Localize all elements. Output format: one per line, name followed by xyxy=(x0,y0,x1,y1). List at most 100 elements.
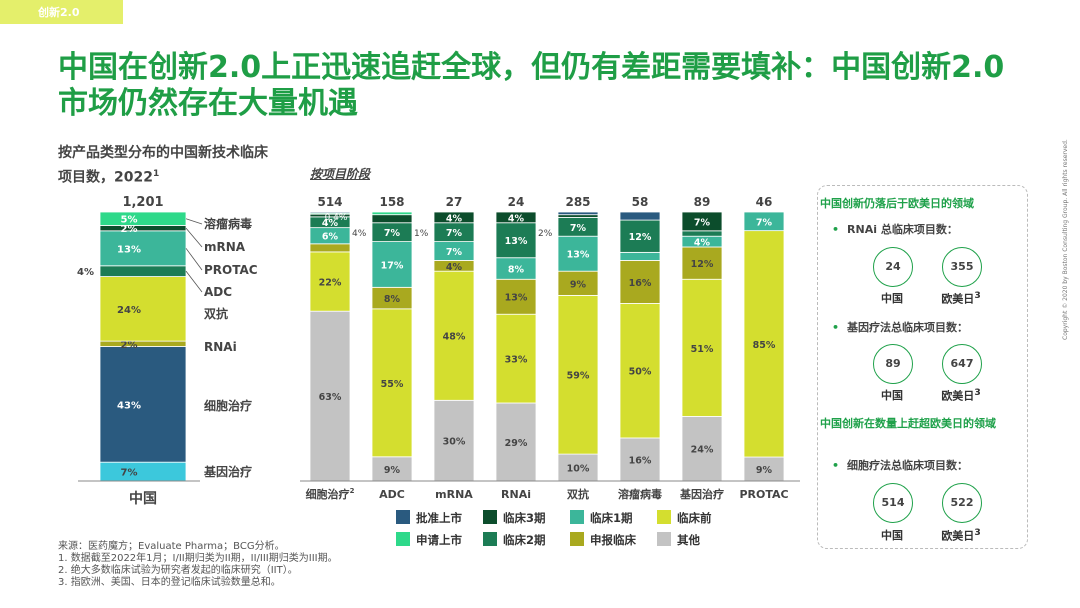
product-label-细胞治疗: 细胞治疗 xyxy=(204,398,252,413)
stage-segment-label: 59% xyxy=(567,371,590,382)
stage-segment-label: 7% xyxy=(570,223,587,234)
stage-segment-label: 4% xyxy=(446,262,463,273)
cell-china-label: 中国 xyxy=(881,529,903,542)
stage-segment-label: 7% xyxy=(756,217,773,228)
stage-segment-label: 12% xyxy=(691,259,714,270)
bar-total-label: 46 xyxy=(756,195,773,209)
stage-segment-临床前 xyxy=(309,251,351,312)
left-chart-title: 按产品类型分布的中国新技术临床项目数，20221 xyxy=(58,145,268,186)
segment-label: 7% xyxy=(121,468,138,479)
stage-segment-label: 13% xyxy=(505,293,528,304)
stage-segment-label: 16% xyxy=(629,278,652,289)
stage-segment-其他 xyxy=(619,437,661,482)
stage-segment-申报临床 xyxy=(309,243,351,253)
legend-label: 临床2期 xyxy=(503,533,546,547)
stage-segment-label: 9% xyxy=(570,279,587,290)
segment-PROTAC xyxy=(99,230,187,267)
stage-segment-临床前 xyxy=(743,230,785,458)
segment-基因治疗 xyxy=(99,461,187,482)
segment-label: 13% xyxy=(117,244,141,255)
stage-segment-label: 4% xyxy=(694,238,711,249)
segment-溶瘤病毒 xyxy=(99,211,187,226)
stage-segment-临床前 xyxy=(619,303,661,439)
product-label-溶瘤病毒: 溶瘤病毒 xyxy=(204,216,252,231)
outside-label: 2% xyxy=(538,229,553,239)
category-sup: 2 xyxy=(350,487,355,495)
stage-segment-临床3期 xyxy=(557,214,599,218)
stage-segment-label: 30% xyxy=(443,437,466,448)
segment-ADC xyxy=(99,265,187,277)
stage-segment-临床前 xyxy=(433,270,475,401)
segment-RNAi xyxy=(99,340,187,347)
stage-segment-label: 7% xyxy=(446,228,463,239)
leader-line xyxy=(185,227,203,248)
legend-swatch-临床2期 xyxy=(483,532,497,546)
legend-swatch-临床前 xyxy=(657,510,671,524)
callout-heading-ahead: 中国创新在数量上赶超欧美日的领域 xyxy=(820,417,996,430)
rnai-count-label: RNAi 总临床项目数： xyxy=(832,221,958,237)
leader-line xyxy=(185,248,203,271)
category-label: 双抗 xyxy=(567,487,589,501)
stage-segment-临床3期 xyxy=(433,211,475,224)
category-label: RNAi xyxy=(501,488,531,501)
product-label-RNAi: RNAi xyxy=(204,340,237,354)
legend-label: 申报临床 xyxy=(590,533,636,547)
stage-segment-label: 63% xyxy=(319,392,342,403)
stage-segment-label: 4% xyxy=(508,213,525,224)
bar-total-label: 24 xyxy=(508,195,525,209)
segment-label: 2% xyxy=(121,224,138,235)
leader-line xyxy=(185,270,203,293)
gene-west-label: 欧美日3 xyxy=(941,387,981,403)
cell-west-count: 522 xyxy=(942,483,982,523)
stage-segment-label: 48% xyxy=(443,332,466,343)
gene-west-count: 647 xyxy=(942,344,982,384)
cell-china-count: 514 xyxy=(873,483,913,523)
stage-segment-其他 xyxy=(371,456,413,482)
segment-label: 2% xyxy=(121,340,138,351)
category-label: 基因治疗 xyxy=(679,487,724,501)
stage-segment-临床1期 xyxy=(743,211,785,232)
stage-segment-label: 29% xyxy=(505,438,528,449)
legend-label: 临床1期 xyxy=(590,511,633,525)
footnote-3: 3. 指欧洲、美国、日本的登记临床试验数量总和。 xyxy=(58,577,281,588)
footnote-2: 2. 绝大多数临床试验为研究者发起的临床研究（IIT）。 xyxy=(58,565,298,576)
stage-segment-label: 51% xyxy=(691,344,714,355)
stage-segment-其他 xyxy=(681,416,723,482)
leader-line xyxy=(185,218,203,225)
rnai-west-count: 355 xyxy=(942,247,982,287)
stage-segment-label: 8% xyxy=(508,264,525,275)
rnai-china-count: 24 xyxy=(873,247,913,287)
legend-label: 申请上市 xyxy=(416,533,462,547)
outside-label: 1% xyxy=(414,229,429,239)
bar-total-label: 285 xyxy=(565,195,590,209)
legend-swatch-申报临床 xyxy=(570,532,584,546)
product-label-ADC: ADC xyxy=(204,285,232,299)
product-label-基因治疗: 基因治疗 xyxy=(203,464,252,479)
stage-segment-label: 13% xyxy=(567,250,590,261)
stage-segment-临床2期 xyxy=(495,222,537,259)
callout-box xyxy=(817,185,1028,549)
stage-segment-label: 13% xyxy=(505,236,528,247)
bar-total-label: 514 xyxy=(317,195,342,209)
source-line: 来源：医药魔方；Evaluate Pharma；BCG分析。 xyxy=(58,541,285,552)
gene-china-count: 89 xyxy=(873,344,913,384)
stage-segment-临床3期 xyxy=(495,211,537,224)
segment-label: 24% xyxy=(117,305,141,316)
stage-segment-临床3期 xyxy=(681,211,723,232)
stage-segment-临床2期 xyxy=(681,230,723,237)
product-label-mRNA: mRNA xyxy=(204,240,246,254)
stage-segment-批准上市 xyxy=(619,211,661,221)
stage-segment-label: 16% xyxy=(629,455,652,466)
stage-segment-label: 33% xyxy=(505,355,528,366)
legend-swatch-其他 xyxy=(657,532,671,546)
stage-segment-label: 4% xyxy=(322,218,339,229)
category-label: 溶瘤病毒 xyxy=(618,487,662,501)
section-tag: 创新2.0 xyxy=(0,0,123,24)
segment-label: 43% xyxy=(117,400,141,411)
legend-swatch-临床1期 xyxy=(570,510,584,524)
copyright-text: Copyright © 2020 by Boston Consulting Gr… xyxy=(1062,139,1069,340)
cell-west-label: 欧美日3 xyxy=(941,527,981,543)
stage-segment-申报临床 xyxy=(681,246,723,280)
category-label: PROTAC xyxy=(739,488,788,501)
